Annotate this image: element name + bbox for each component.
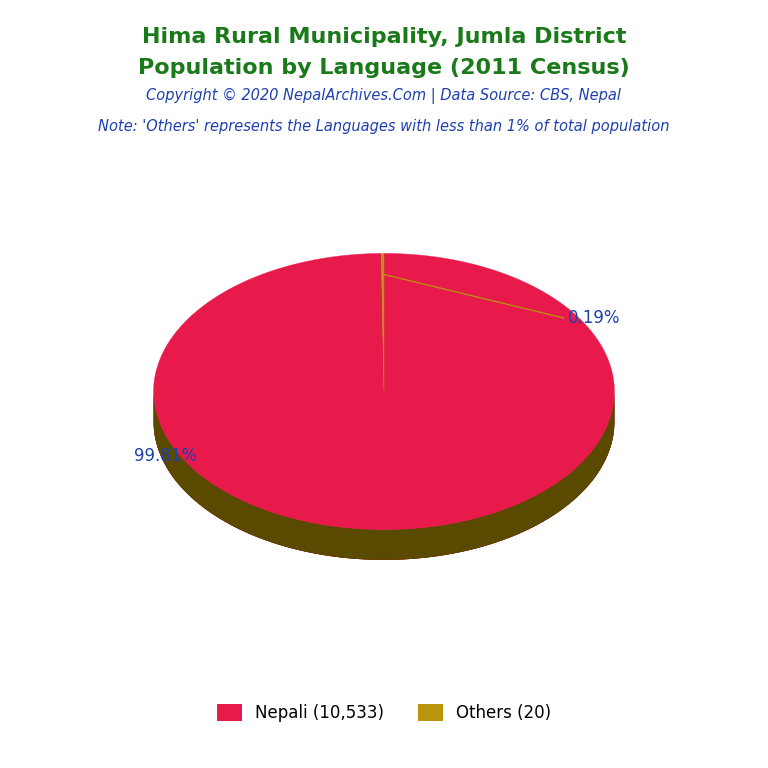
- Text: 99.81%: 99.81%: [134, 447, 197, 465]
- Text: Note: 'Others' represents the Languages with less than 1% of total population: Note: 'Others' represents the Languages …: [98, 119, 670, 134]
- Polygon shape: [381, 253, 384, 392]
- Text: Copyright © 2020 NepalArchives.Com | Data Source: CBS, Nepal: Copyright © 2020 NepalArchives.Com | Dat…: [147, 88, 621, 104]
- Polygon shape: [154, 392, 614, 560]
- Polygon shape: [154, 392, 614, 560]
- Legend: Nepali (10,533), Others (20): Nepali (10,533), Others (20): [210, 697, 558, 729]
- Polygon shape: [154, 392, 614, 560]
- Polygon shape: [154, 253, 614, 530]
- Text: 0.19%: 0.19%: [568, 309, 621, 327]
- Text: Hima Rural Municipality, Jumla District: Hima Rural Municipality, Jumla District: [142, 27, 626, 47]
- Text: Population by Language (2011 Census): Population by Language (2011 Census): [138, 58, 630, 78]
